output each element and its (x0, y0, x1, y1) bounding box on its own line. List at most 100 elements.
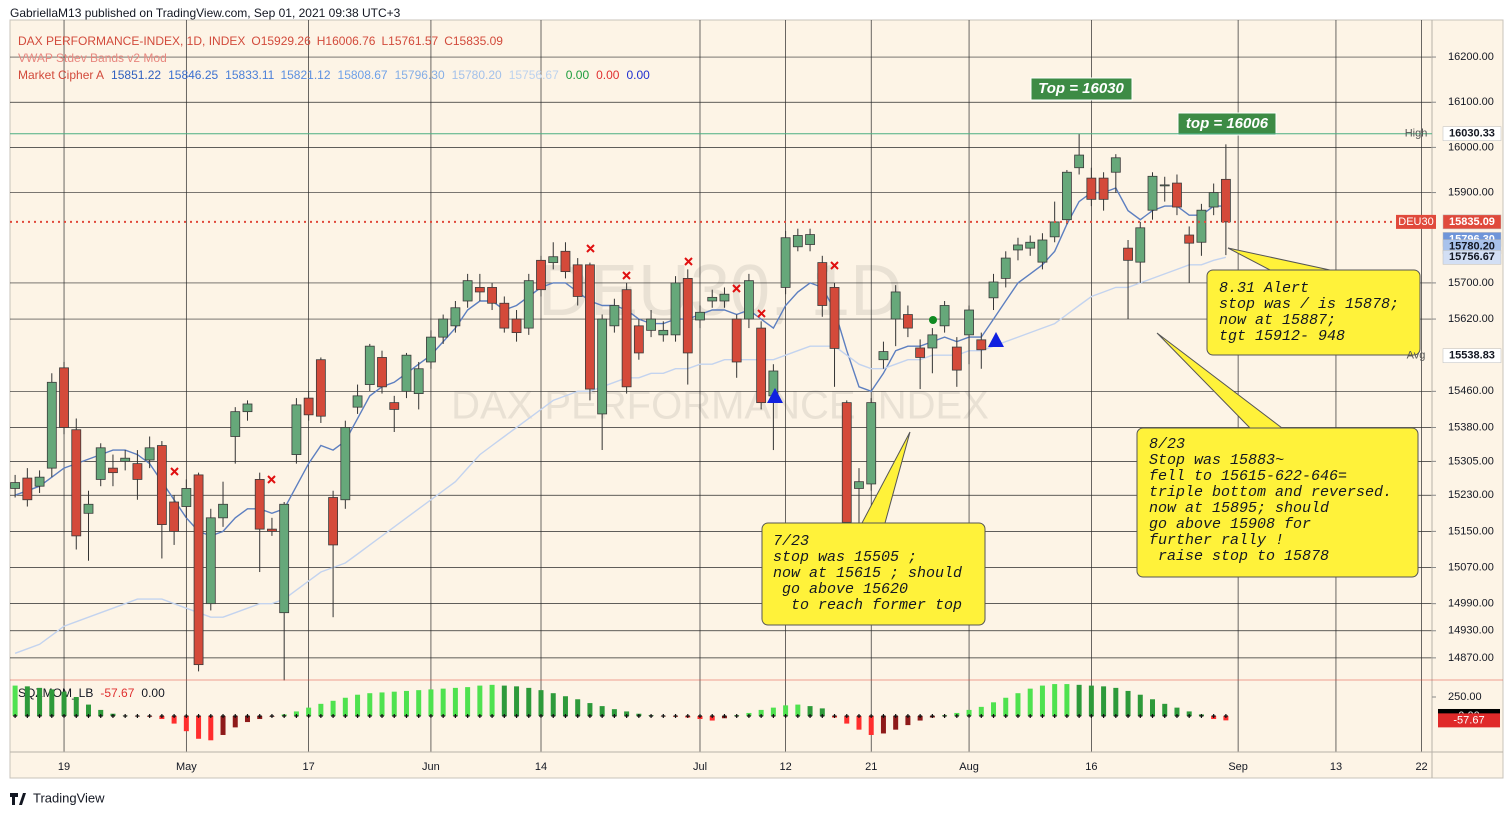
legend-indicator: Market Cipher A (18, 68, 104, 82)
callout-text: 8.31 Alert (1219, 280, 1309, 297)
momentum-bar (440, 688, 446, 716)
momentum-bar (880, 715, 886, 734)
legend-ohlc: H16006.76 (317, 34, 376, 48)
candle-body (169, 501, 180, 532)
callout-text: to reach former top (773, 597, 962, 614)
momentum-bar (1064, 684, 1070, 716)
momentum-bar (783, 705, 789, 716)
y-tick-label: 16200.00 (1448, 51, 1494, 63)
annotation: top = 16006 (1186, 115, 1269, 132)
squeeze-dot (355, 713, 360, 718)
callout-text: go above 15620 (773, 581, 908, 598)
squeeze-dot (1077, 713, 1082, 718)
legend-row: Market Cipher A 15851.22 15846.25 15833.11 1… (18, 68, 650, 82)
momentum-bar (587, 703, 593, 716)
candle-body (1086, 177, 1097, 200)
squeeze-dot (1138, 713, 1143, 718)
footer-logo: TradingView (10, 790, 105, 805)
candle-body (536, 259, 546, 291)
candle-body (609, 305, 620, 327)
x-tick-label: 21 (865, 761, 877, 773)
price-tag (1442, 214, 1502, 230)
squeeze-dot (37, 713, 42, 718)
price-tag-label: 15538.83 (1449, 350, 1495, 362)
callout-text: 7/23 (773, 533, 809, 550)
callout-text: further rally ! (1149, 532, 1284, 549)
squeeze-dot (673, 713, 678, 718)
squeeze-dot (954, 713, 959, 718)
squeeze-dot (869, 713, 874, 718)
candle-body (756, 327, 767, 404)
squeeze-dot (1162, 713, 1167, 718)
squeeze-dot (526, 713, 531, 718)
candle-body (205, 517, 216, 605)
candle-body (46, 381, 57, 469)
candle-body (585, 264, 595, 390)
squeeze-dot (514, 713, 519, 718)
squeeze-dot (465, 713, 470, 718)
y-tick-label: 15700.00 (1448, 277, 1494, 289)
squeeze-dot (172, 713, 177, 718)
squeeze-dot (1113, 713, 1118, 718)
squeeze-dot (380, 713, 385, 718)
callout-box (761, 522, 986, 626)
candle-body (560, 250, 571, 273)
momentum-bar (819, 708, 825, 716)
y-tick-label: 16000.00 (1448, 141, 1494, 153)
squeeze-dot (930, 713, 935, 718)
momentum-bar (452, 687, 458, 716)
candle-body (841, 402, 852, 523)
squeeze-dot (392, 713, 397, 718)
legend-indicator: SQZMOM_LB (18, 686, 93, 700)
squeeze-dot (1150, 713, 1155, 718)
candle-body (413, 368, 424, 394)
squeeze-dot (159, 713, 164, 718)
candle-body (95, 447, 106, 480)
x-tick-label: 13 (1330, 761, 1342, 773)
y-tick-label: 15230.00 (1448, 489, 1494, 501)
y-tick-label: 14930.00 (1448, 625, 1494, 637)
callout-text: triple bottom and reversed. (1149, 484, 1392, 501)
squeeze-dot (942, 713, 947, 718)
candles (10, 133, 1231, 681)
momentum-bar (367, 693, 373, 716)
x-tick-label: 19 (58, 761, 70, 773)
callout-text: stop was / is 15878; (1219, 296, 1399, 313)
momentum-bar (355, 694, 361, 716)
legend-value: 15846.25 (168, 68, 218, 82)
squeeze-dot (832, 713, 837, 718)
momentum-bar (1052, 684, 1058, 716)
squeeze-dot (783, 713, 788, 718)
squeeze-dot (759, 713, 764, 718)
price-tags: 0.00-57.6716030.33High15796.3015780.2015… (10, 126, 1502, 728)
candle-body (1123, 247, 1133, 261)
squeeze-dot (441, 713, 446, 718)
buy-triangle (767, 388, 783, 403)
candle-body (646, 318, 656, 331)
squeeze-dot (820, 713, 825, 718)
momentum-bar (1150, 699, 1156, 716)
candle-body (279, 503, 290, 614)
legend-value: 15796.30 (395, 68, 445, 82)
squeeze-dot (967, 713, 972, 718)
squeeze-dot (697, 713, 702, 718)
legend-value: 0.00 (626, 68, 650, 82)
momentum-bar (562, 696, 568, 716)
squeeze-dot (1028, 713, 1033, 718)
candle-body (10, 482, 21, 489)
candle-body (377, 357, 387, 388)
x-tick-label: Jul (693, 761, 707, 773)
price-tag-label: 15835.09 (1449, 216, 1495, 228)
legend-value: 0.00 (596, 68, 620, 82)
callout-text: now at 15887; (1219, 312, 1336, 329)
momentum-bar (917, 715, 923, 721)
candle-body (1013, 244, 1023, 251)
squeeze-dot (110, 713, 115, 718)
squeeze-dot (685, 713, 690, 718)
y-tick-label: 250.00 (1448, 691, 1482, 703)
squeeze-dot (62, 713, 67, 718)
x-tick-label: 16 (1085, 761, 1097, 773)
squeeze-dot (490, 713, 495, 718)
momentum-bar (844, 715, 850, 724)
